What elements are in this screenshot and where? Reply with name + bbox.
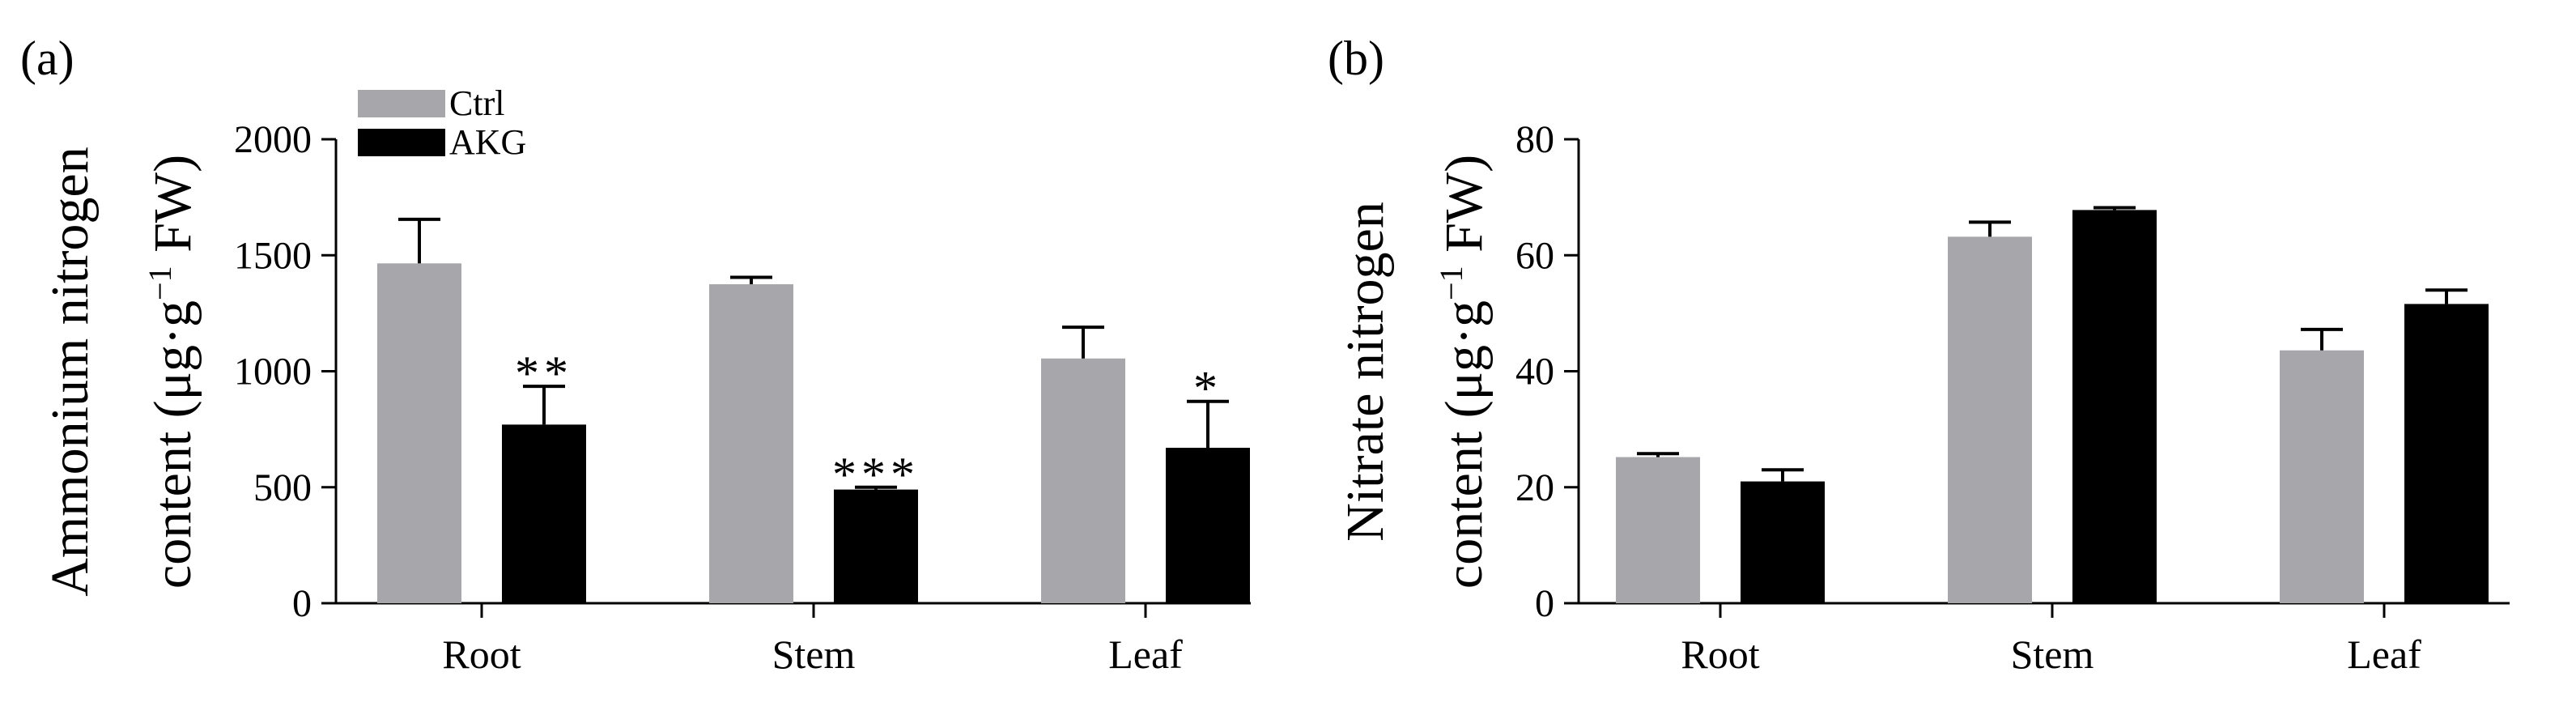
x-tick-label-b-root: Root bbox=[1681, 632, 1759, 677]
x-tick-label-b-stem: Stem bbox=[2011, 632, 2094, 677]
panel-label-a: (a) bbox=[20, 32, 74, 85]
bar-b-akg-leaf bbox=[2404, 304, 2489, 603]
y-tick-label-a-0: 0 bbox=[292, 582, 312, 625]
y-tick-label-b-2: 40 bbox=[1515, 351, 1554, 394]
y-axis-label-line1-b: Nitrate nitrogen bbox=[1336, 202, 1395, 542]
y-axis-label-superscript-b: −1 bbox=[1433, 266, 1469, 300]
y-tick-label-b-0: 0 bbox=[1535, 582, 1554, 625]
bar-a-ctrl-root bbox=[377, 263, 461, 603]
bar-a-ctrl-leaf bbox=[1041, 358, 1125, 603]
x-tick-label-a-root: Root bbox=[442, 632, 521, 677]
y-tick-label-a-4: 2000 bbox=[234, 118, 312, 161]
y-tick-label-a-3: 1500 bbox=[234, 234, 312, 277]
panel-label-b: (b) bbox=[1328, 32, 1384, 85]
y-tick-label-b-1: 20 bbox=[1515, 466, 1554, 509]
significance-label-a-stem: *** bbox=[832, 448, 920, 501]
bar-a-akg-leaf bbox=[1166, 448, 1250, 603]
significance-label-a-leaf: * bbox=[1193, 362, 1222, 415]
panel-b-nitrate-chart: (b) Nitrate nitrogen content (μg·g−1 FW) 0 2… bbox=[1328, 32, 2510, 677]
y-tick-label-b-4: 80 bbox=[1515, 118, 1554, 161]
legend-swatch-akg bbox=[358, 129, 445, 156]
panel-a-ammonium-chart: (a) Ammonium nitrogen content (μg·g−1 FW) 0… bbox=[20, 32, 1251, 677]
y-axis-label-suffix-a: FW) bbox=[143, 155, 202, 266]
y-axis-label-suffix-b: FW) bbox=[1435, 155, 1494, 266]
y-axis-label-line2-b: content (μg·g−1 FW) bbox=[1433, 155, 1494, 589]
y-tick-label-b-3: 60 bbox=[1515, 234, 1554, 277]
bar-b-ctrl-leaf bbox=[2280, 350, 2364, 603]
y-tick-label-a-1: 500 bbox=[253, 466, 312, 509]
y-axis-label-line2-a: content (μg·g−1 FW) bbox=[142, 155, 202, 589]
x-tick-label-a-leaf: Leaf bbox=[1108, 632, 1183, 677]
y-tick-label-a-2: 1000 bbox=[234, 351, 312, 394]
legend-swatch-ctrl bbox=[358, 90, 445, 117]
bar-b-ctrl-stem bbox=[1948, 236, 2032, 603]
y-axis-label-superscript-a: −1 bbox=[142, 266, 178, 300]
x-tick-label-a-stem: Stem bbox=[772, 632, 856, 677]
bar-a-akg-root bbox=[502, 424, 586, 603]
x-tick-label-b-leaf: Leaf bbox=[2347, 632, 2421, 677]
y-axis-label-unit-a: content (μg·g bbox=[143, 300, 202, 589]
bar-b-akg-root bbox=[1741, 481, 1825, 603]
y-axis-label-unit-b: content (μg·g bbox=[1435, 300, 1494, 589]
bar-b-ctrl-root bbox=[1616, 457, 1700, 603]
bar-a-akg-stem bbox=[834, 489, 918, 603]
y-axis-label-line1-a: Ammonium nitrogen bbox=[40, 147, 100, 596]
legend-label-ctrl: Ctrl bbox=[449, 83, 504, 123]
bar-b-akg-stem bbox=[2072, 210, 2157, 603]
legend-label-akg: AKG bbox=[449, 122, 526, 162]
significance-label-a-root: ** bbox=[515, 347, 573, 400]
bar-a-ctrl-stem bbox=[709, 284, 793, 603]
